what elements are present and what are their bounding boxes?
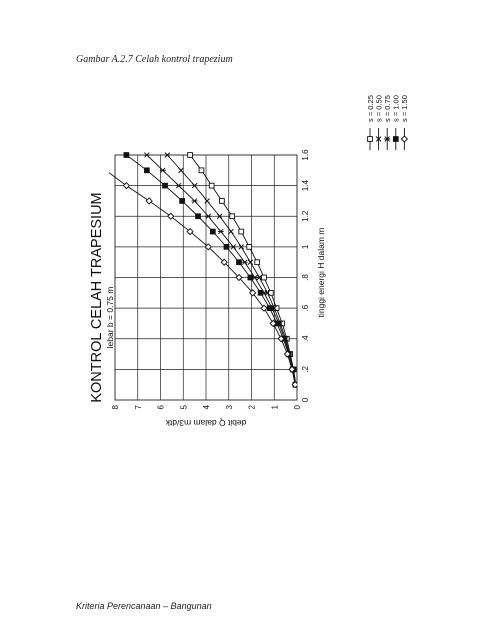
data-point (241, 259, 248, 265)
legend-label: s = 1.00 (392, 95, 401, 122)
y-tick-label: 6 (157, 404, 166, 409)
data-point (186, 227, 194, 236)
data-point (229, 213, 236, 220)
data-point (187, 152, 193, 158)
data-point (247, 274, 254, 281)
data-point (288, 365, 296, 374)
y-tick-label: 3 (225, 404, 234, 409)
data-point (235, 273, 243, 282)
data-point (122, 181, 131, 190)
data-point (277, 335, 285, 343)
data-point (220, 258, 228, 266)
data-point (109, 166, 110, 174)
data-point (143, 167, 150, 174)
chart-subtitle: lebar b = 0.75 m (105, 287, 115, 349)
data-point (123, 152, 130, 158)
data-point (256, 274, 263, 281)
data-point (164, 152, 171, 158)
data-point (217, 228, 224, 235)
x-tick-label: 1.6 (301, 149, 310, 161)
data-point (261, 274, 267, 281)
y-tick-label: 1 (270, 404, 279, 409)
data-point (179, 198, 185, 204)
legend-label: s = 1.50 (400, 95, 409, 122)
data-point (204, 243, 212, 251)
data-point (191, 182, 198, 189)
x-tick-label: .6 (301, 304, 310, 311)
legend-label: s = 0.75 (383, 95, 392, 122)
data-point (209, 228, 216, 235)
legend-marker (392, 136, 399, 142)
chart-title: KONTROL CELAH TRAPESIUM (89, 192, 105, 402)
data-point (216, 213, 223, 220)
tick-labels: 0 .2 .4 .6 .8 1 1.2 1.4 1.6 0 1 2 3 4 5 6 7 8 (111, 149, 310, 410)
y-tick-label: 8 (111, 404, 120, 409)
data-point (236, 259, 242, 266)
data-point (178, 167, 184, 174)
page-footer: Kriteria Perencanaan – Bangunan (76, 601, 212, 611)
data-point (204, 198, 210, 204)
data-point (266, 305, 273, 311)
data-point (208, 182, 215, 189)
y-tick-label: 7 (134, 404, 143, 409)
series-line-2 (166, 154, 297, 385)
x-axis-label: tinggi energi H dalam m (316, 228, 326, 318)
y-tick-label: 2 (248, 404, 257, 409)
data-point (238, 244, 245, 250)
data-point (254, 259, 261, 266)
x-tick-label: .2 (301, 365, 310, 372)
series-markers (109, 152, 297, 389)
figure-caption: Gambar A.2.7 Celah kontrol trapezium (76, 54, 233, 65)
legend-marker (367, 136, 373, 142)
data-point (230, 244, 237, 250)
data-point (198, 167, 205, 174)
data-point (257, 289, 264, 296)
data-point (269, 319, 277, 328)
y-tick-label: 5 (179, 404, 188, 409)
y-tick-label: 0 (293, 404, 302, 409)
series-line-3 (146, 154, 297, 385)
legend-label: s = 0.50 (374, 95, 383, 122)
x-tick-label: .8 (301, 274, 310, 281)
data-point (291, 381, 297, 389)
data-point (267, 289, 274, 296)
data-point (249, 289, 257, 297)
data-point (260, 304, 268, 312)
data-point (219, 198, 225, 204)
legend: s = 0.25 s = 0.50 s = 0.75 s = 1.00 s = 1.50 (366, 95, 409, 150)
series-line-4 (126, 154, 296, 385)
y-tick-label: 4 (202, 404, 211, 409)
data-point (159, 167, 166, 174)
series-lines (109, 154, 297, 385)
data-point (143, 152, 150, 158)
data-point (283, 350, 292, 358)
data-point (195, 213, 201, 220)
data-point (191, 198, 198, 204)
data-point (228, 228, 234, 235)
x-tick-label: .4 (301, 335, 310, 342)
legend-marker (384, 136, 391, 142)
x-tick-label: 1 (301, 244, 310, 249)
data-point (246, 244, 253, 250)
data-point (162, 182, 168, 189)
series-line-1 (189, 154, 297, 385)
data-point (247, 259, 254, 265)
legend-marker (400, 135, 409, 143)
grid-layer (114, 154, 298, 401)
x-tick-label: 0 (301, 397, 310, 402)
data-point (145, 197, 153, 205)
data-point (167, 212, 175, 220)
x-tick-label: 1.2 (301, 210, 310, 222)
data-point (223, 244, 230, 250)
data-point (238, 228, 245, 235)
legend-label: s = 0.25 (366, 95, 375, 122)
y-axis-label: debit Q dalam m3/dtk (165, 418, 247, 428)
x-tick-label: 1.4 (301, 180, 310, 192)
data-point (175, 182, 182, 189)
legend-marker (375, 136, 382, 142)
data-point (205, 213, 212, 219)
